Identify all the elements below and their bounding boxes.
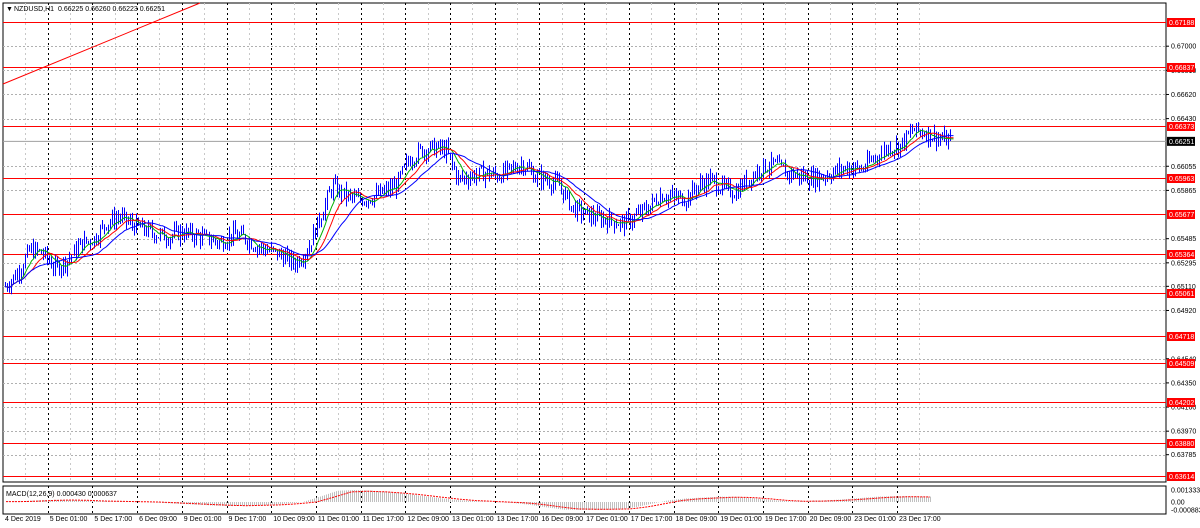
trendline-layer xyxy=(2,2,201,85)
macd-signal-line xyxy=(6,490,931,510)
grid xyxy=(3,3,1166,514)
level-price-tag xyxy=(1167,439,1195,448)
time-tick-label: 17 Dec 17:00 xyxy=(631,516,673,523)
price-tick-label: 0.64350 xyxy=(1171,380,1196,387)
time-tick-label: 13 Dec 17:00 xyxy=(497,516,539,523)
level-price-tag xyxy=(1167,18,1195,27)
level-price-label: 0.66837 xyxy=(1169,65,1194,72)
macd-tick-label: 0.001333 xyxy=(1171,488,1200,495)
price-tick-label: 0.65485 xyxy=(1171,236,1196,243)
price-tick-label: 0.65295 xyxy=(1171,260,1196,267)
ohlc-values: 0.66225 0.66260 0.66223 0.66251 xyxy=(58,6,165,13)
header-arrow-icon[interactable]: ▼ xyxy=(6,6,13,13)
time-tick-label: 11 Dec 17:00 xyxy=(363,516,404,523)
level-price-label: 0.67188 xyxy=(1169,20,1194,27)
level-price-label: 0.64718 xyxy=(1169,334,1194,341)
current-price-tag xyxy=(1167,136,1195,146)
level-price-label: 0.64202 xyxy=(1169,400,1194,407)
current-price-label: 0.66251 xyxy=(1169,139,1194,146)
level-price-tag xyxy=(1167,210,1195,219)
level-price-label: 0.63880 xyxy=(1169,441,1194,448)
level-price-label: 0.66373 xyxy=(1169,124,1194,131)
price-tick-label: 0.66620 xyxy=(1171,92,1196,99)
time-tick-label: 13 Dec 01:00 xyxy=(452,516,494,523)
level-price-label: 0.65061 xyxy=(1169,291,1194,298)
level-price-label: 0.63614 xyxy=(1169,474,1194,481)
time-tick-label: 23 Dec 17:00 xyxy=(899,516,941,523)
time-tick-label: 18 Dec 09:00 xyxy=(676,516,718,523)
level-price-tag xyxy=(1167,289,1195,298)
time-axis: 4 Dec 2019 5 Dec 01:00 5 Dec 17:00 6 Dec 09… xyxy=(5,516,941,523)
ma-mid-line xyxy=(5,132,954,289)
moving-averages xyxy=(5,129,954,289)
level-price-tag xyxy=(1167,174,1195,183)
level-price-tag xyxy=(1167,472,1195,481)
level-price-tag xyxy=(1167,359,1195,368)
time-tick-label: 17 Dec 01:00 xyxy=(586,516,628,523)
time-tick-label: 6 Dec 09:00 xyxy=(139,516,177,523)
level-price-tag xyxy=(1167,250,1195,259)
time-tick-label: 9 Dec 01:00 xyxy=(184,516,222,523)
time-tick-label: 19 Dec 01:00 xyxy=(720,516,762,523)
ma-fast-line xyxy=(5,129,954,289)
time-tick-label: 23 Dec 01:00 xyxy=(854,516,896,523)
time-tick-label: 5 Dec 01:00 xyxy=(50,516,88,523)
macd-tick-label: -0.000883 xyxy=(1171,508,1200,515)
horizontal-levels xyxy=(3,22,1166,477)
price-tick-label: 0.67000 xyxy=(1171,44,1196,51)
time-tick-label: 19 Dec 17:00 xyxy=(765,516,807,523)
price-tick-label: 0.65110 xyxy=(1171,284,1196,291)
time-tick-label: 9 Dec 17:00 xyxy=(229,516,267,523)
level-price-label: 0.64509 xyxy=(1169,361,1194,368)
time-tick-label: 4 Dec 2019 xyxy=(5,516,41,523)
macd-indicator: 0.001333 0.00-0.000883 xyxy=(6,488,1200,515)
macd-label: MACD(12,26,9) 0.000430 0.000637 xyxy=(6,491,117,498)
level-price-tag xyxy=(1167,63,1195,72)
time-tick-label: 10 Dec 09:00 xyxy=(273,516,315,523)
time-tick-label: 11 Dec 01:00 xyxy=(318,516,359,523)
level-price-tag xyxy=(1167,332,1195,341)
price-tick-label: 0.63970 xyxy=(1171,429,1196,436)
price-tick-label: 0.63785 xyxy=(1171,452,1196,459)
level-price-tag xyxy=(1167,398,1195,407)
time-tick-label: 5 Dec 17:00 xyxy=(94,516,132,523)
level-price-label: 0.65364 xyxy=(1169,252,1194,259)
ma-slow-line xyxy=(5,135,954,289)
time-tick-label: 16 Dec 09:00 xyxy=(541,516,583,523)
time-tick-label: 20 Dec 09:00 xyxy=(810,516,852,523)
price-tick-label: 0.64160 xyxy=(1171,405,1196,412)
price-tick-label: 0.66430 xyxy=(1171,116,1196,123)
trendline[interactable] xyxy=(2,2,201,85)
price-axis: 0.670000.668100.666200.664300.660550.658… xyxy=(1166,18,1196,481)
macd-tick-label: 0.00 xyxy=(1171,500,1185,507)
level-price-label: 0.65963 xyxy=(1169,176,1194,183)
price-tick-label: 0.66055 xyxy=(1171,164,1196,171)
symbol-label: NZDUSD,H1 xyxy=(14,6,54,13)
level-price-tag xyxy=(1167,122,1195,131)
price-tick-label: 0.64920 xyxy=(1171,308,1196,315)
price-tick-label: 0.65865 xyxy=(1171,188,1196,195)
level-price-label: 0.65677 xyxy=(1169,212,1194,219)
time-tick-label: 12 Dec 09:00 xyxy=(407,516,449,523)
